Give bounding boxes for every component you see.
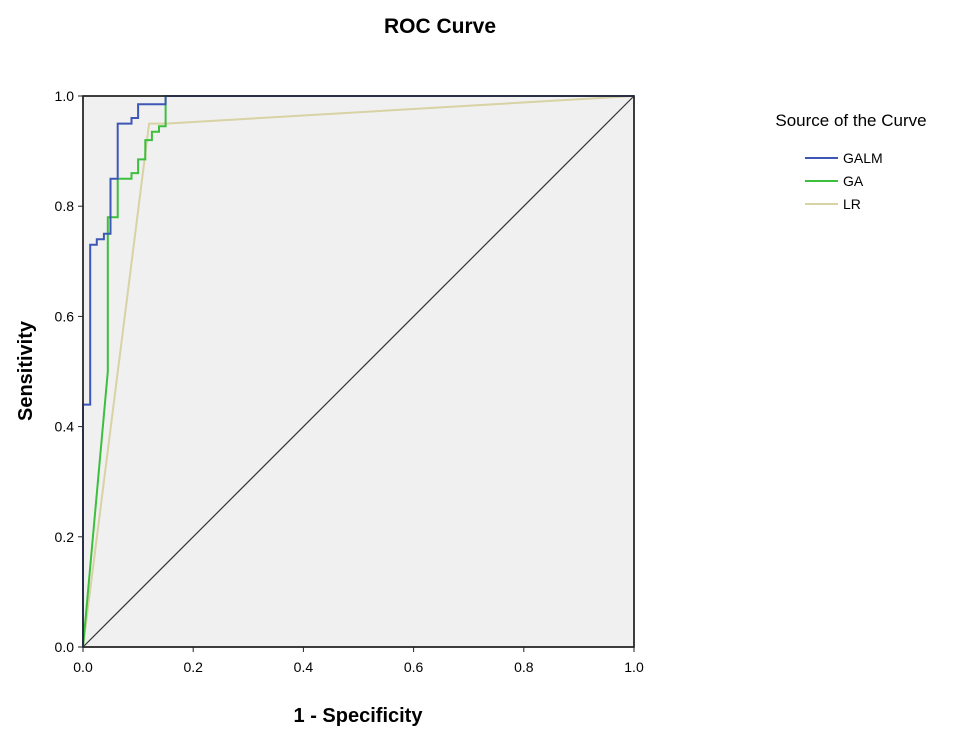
chart-title: ROC Curve [384, 15, 496, 38]
x-tick-label: 0.0 [73, 659, 93, 675]
series-line-galm [82, 95, 634, 647]
y-tick-label: 0.4 [55, 419, 75, 435]
y-tick-label: 1.0 [55, 88, 75, 104]
x-tick-label: 0.6 [404, 659, 424, 675]
legend-label-lr: LR [843, 196, 861, 212]
legend-title: Source of the Curve [775, 111, 926, 130]
plot-frame [82, 95, 635, 648]
legend-label-galm: GALM [843, 150, 883, 166]
y-tick-label: 0.8 [55, 198, 75, 214]
x-tick-label: 0.4 [294, 659, 314, 675]
legend-label-ga: GA [843, 173, 864, 189]
y-tick-label: 0.2 [55, 529, 75, 545]
plot-curves [82, 95, 635, 648]
legend-items: GALM GA LR [805, 150, 883, 212]
legend: Source of the Curve GALM GA LR [775, 111, 926, 212]
x-tick-label: 1.0 [624, 659, 644, 675]
x-axis-title: 1 - Specificity [294, 705, 424, 727]
series-line-lr [82, 95, 635, 648]
x-tick-label: 0.2 [183, 659, 203, 675]
y-tick-label: 0.6 [55, 308, 75, 324]
y-axis: 0.0 0.2 0.4 0.6 0.8 1.0 [55, 88, 83, 655]
x-axis: 0.0 0.2 0.4 0.6 0.8 1.0 [73, 647, 644, 675]
diagonal-reference-line [82, 95, 635, 648]
x-tick-label: 0.8 [514, 659, 534, 675]
y-tick-label: 0.0 [55, 639, 75, 655]
y-axis-title: Sensitivity [15, 320, 37, 421]
